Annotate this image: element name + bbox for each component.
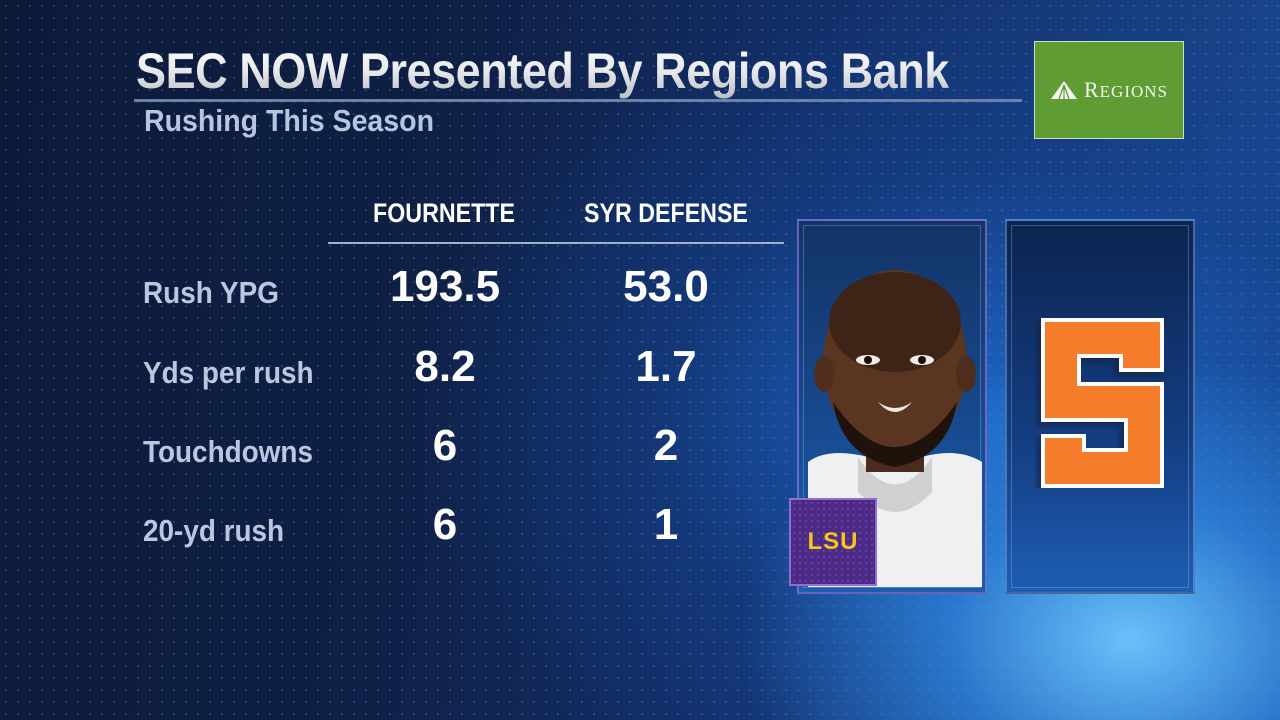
header-divider: [328, 242, 784, 244]
page-title: SEC NOW Presented By Regions Bank: [136, 43, 949, 99]
value-fournette-touchdowns: 6: [432, 421, 458, 470]
title-divider: [134, 99, 1022, 102]
regions-sponsor-logo: REGIONS: [1034, 41, 1184, 139]
row-label-rush-ypg: Rush YPG: [143, 275, 279, 310]
row-label-yds-per-rush: Yds per rush: [143, 355, 314, 390]
value-fournette-20yd-rush: 6: [432, 500, 458, 549]
value-syr-20yd-rush: 1: [653, 500, 679, 549]
column-header-syr-defense: SYR DEFENSE: [584, 198, 748, 228]
page-subtitle: Rushing This Season: [144, 103, 435, 138]
value-syr-yds-per-rush: 1.7: [635, 342, 697, 391]
regions-pyramid-icon: [1050, 81, 1077, 100]
row-label-touchdowns: Touchdowns: [143, 434, 313, 469]
syracuse-logo: [1035, 318, 1170, 488]
value-syr-touchdowns: 2: [653, 421, 679, 470]
column-header-fournette: FOURNETTE: [373, 198, 515, 228]
lsu-badge-text: LSU: [807, 528, 859, 555]
value-fournette-rush-ypg: 193.5: [389, 262, 501, 311]
sponsor-name: REGIONS: [1083, 77, 1169, 102]
lsu-team-badge: LSU: [789, 498, 877, 586]
syracuse-s-icon: [1041, 318, 1164, 488]
value-syr-rush-ypg: 53.0: [623, 262, 709, 311]
value-fournette-yds-per-rush: 8.2: [414, 342, 476, 391]
row-label-20yd-rush: 20-yd rush: [143, 513, 285, 548]
